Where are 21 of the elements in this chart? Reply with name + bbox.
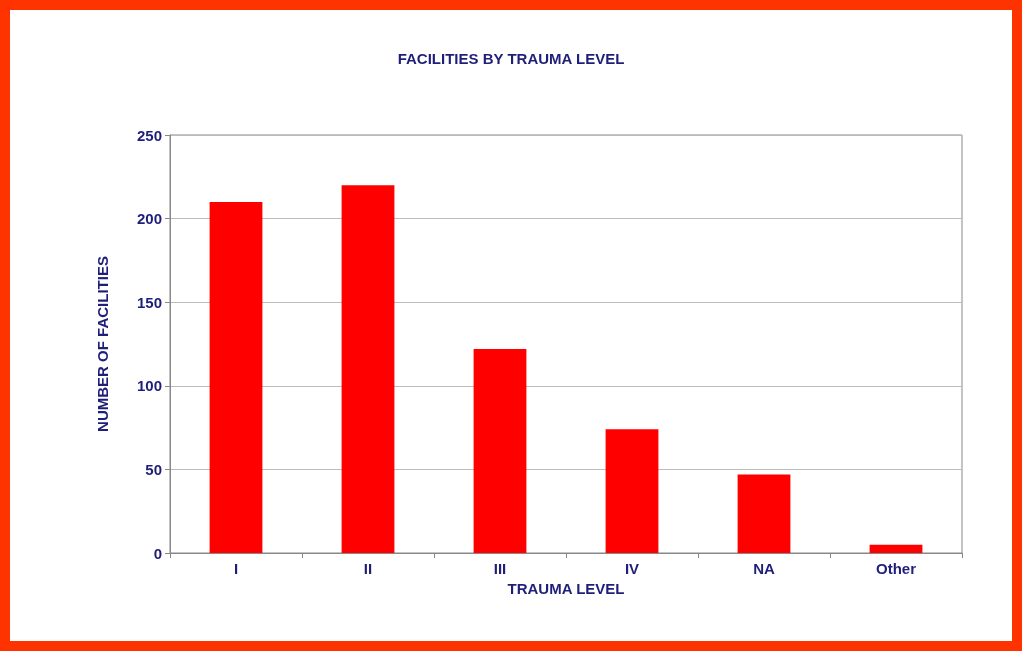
y-tick-label: 50 [145,460,162,478]
y-tick-label: 250 [136,126,162,144]
bar [737,474,791,553]
x-tick-label: Other [875,560,917,577]
chart-title: FACILITIES BY TRAUMA LEVEL [397,50,625,67]
bar [605,429,659,553]
x-tick-label: II [363,560,373,577]
bar [341,185,395,553]
bar [869,544,923,553]
y-tick-label: 0 [153,544,162,562]
y-tick-label: 100 [136,377,162,395]
y-axis-title: NUMBER OF FACILITIES [94,256,111,432]
x-tick-label: I [233,560,239,577]
x-tick-label: IV [624,560,640,577]
y-tick-label: 200 [136,210,162,228]
bar [209,201,263,553]
x-tick-label: III [493,560,507,577]
x-axis-title: TRAUMA LEVEL [507,579,625,597]
y-tick-label: 150 [136,293,162,311]
x-tick-label: NA [753,560,775,577]
bar [473,349,527,553]
